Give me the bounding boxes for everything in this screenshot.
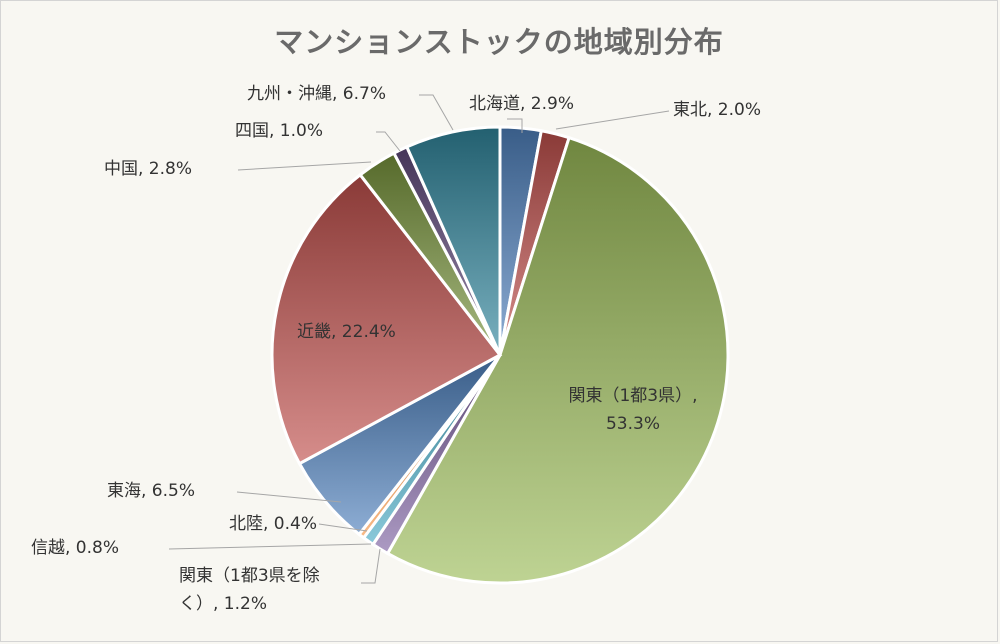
data-label-9: 四国, 1.0%	[235, 121, 323, 141]
leader-line-6	[236, 491, 342, 503]
data-label-4: 信越, 0.8%	[31, 538, 119, 558]
leader-line-9	[376, 131, 401, 152]
chart-title: マンションストックの地域別分布	[274, 25, 724, 59]
leader-line-10	[419, 94, 454, 131]
data-label-0: 北海道, 2.9%	[469, 94, 574, 114]
leader-line-1	[555, 110, 670, 130]
data-label-7: 近畿, 22.4%	[297, 322, 396, 342]
data-labels: 北海道, 2.9% 東北, 2.0% 関東（1都3県）, 53.3% 関東（1都3県を除…	[31, 84, 761, 614]
leader-line-0	[507, 118, 523, 133]
data-label-5: 北陸, 0.4%	[229, 514, 317, 534]
data-label-6: 東海, 6.5%	[107, 481, 195, 501]
pie-slice-7	[270, 172, 503, 466]
data-label-10: 九州・沖縄, 6.7%	[247, 84, 386, 104]
data-label-2: 関東（1都3県）, 53.3%	[568, 386, 697, 434]
pie-slice-2	[385, 135, 730, 585]
pie-slices	[270, 125, 730, 585]
data-label-8: 中国, 2.8%	[104, 159, 192, 179]
pie-slice-10	[404, 125, 502, 356]
data-label-3: 関東（1都3県を除く）, 1.2%	[179, 566, 320, 614]
leader-line-5	[318, 523, 368, 532]
leader-line-4	[168, 543, 372, 550]
leader-line-3	[361, 548, 381, 584]
leader-lines	[168, 94, 670, 584]
data-label-1: 東北, 2.0%	[673, 100, 761, 120]
leader-line-8	[237, 161, 372, 171]
